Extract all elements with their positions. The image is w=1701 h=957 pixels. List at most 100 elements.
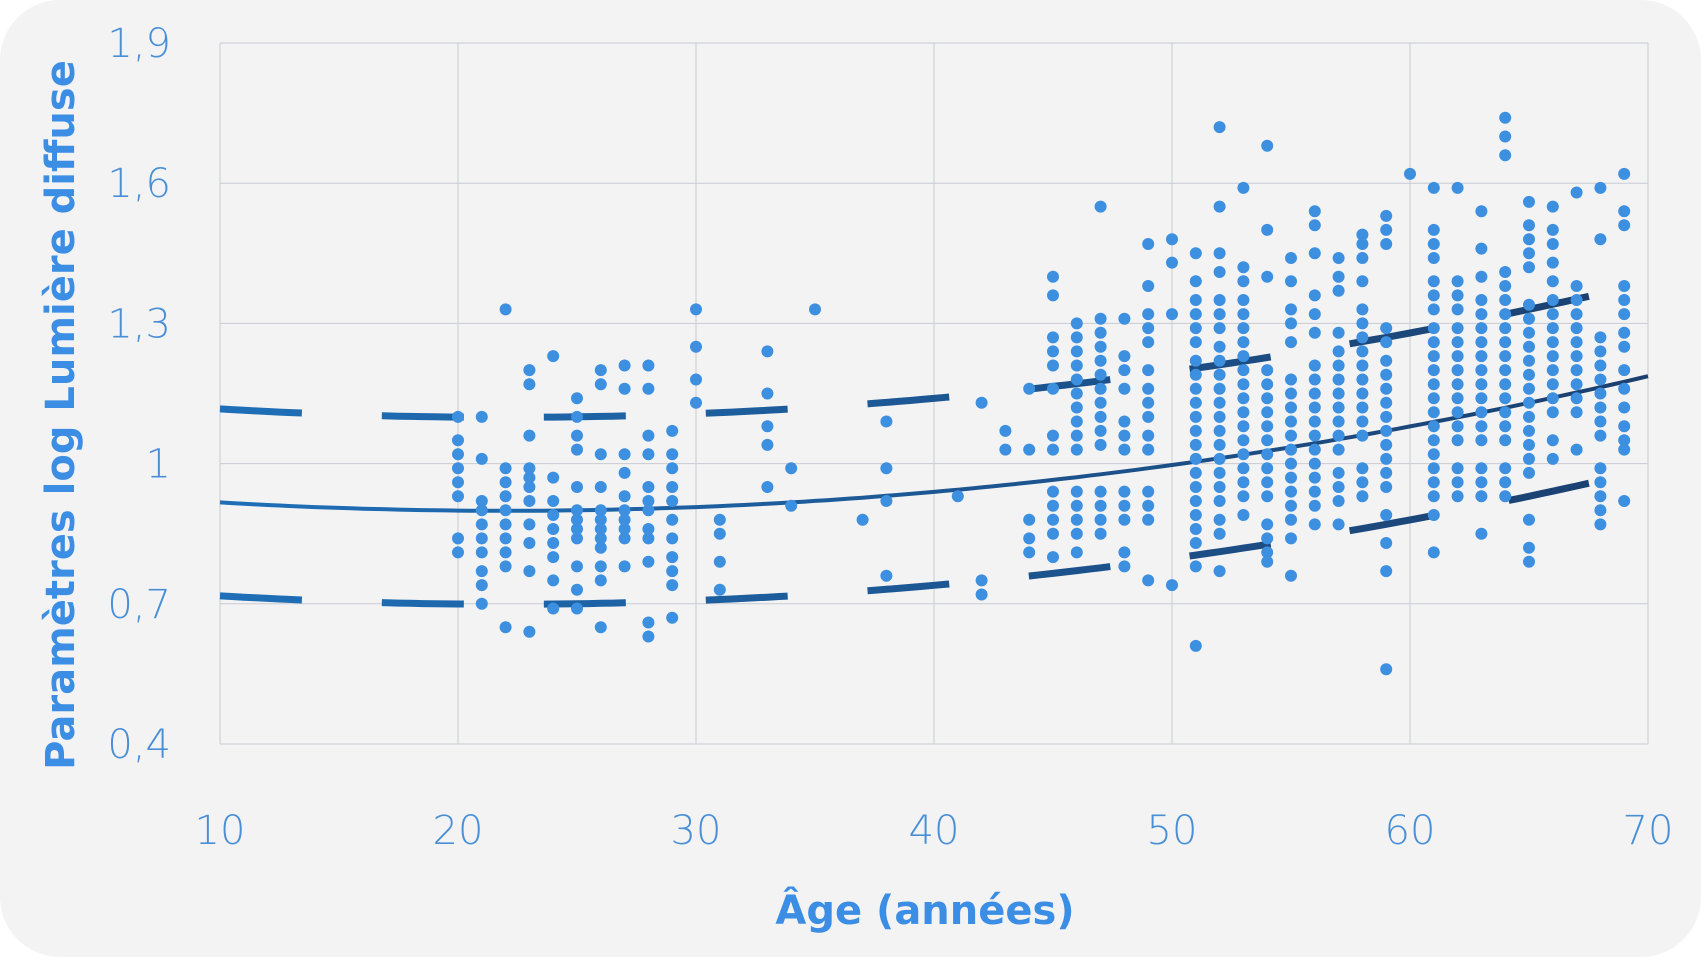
- data-point: [618, 448, 631, 461]
- data-point: [1142, 322, 1155, 335]
- data-point: [1380, 537, 1393, 549]
- data-point: [1213, 452, 1226, 465]
- data-point: [1546, 452, 1559, 465]
- data-point: [1356, 317, 1369, 330]
- data-point: [1285, 415, 1297, 428]
- data-point: [1380, 509, 1393, 521]
- data-point: [1570, 392, 1583, 405]
- data-point: [1142, 238, 1155, 250]
- data-point: [1213, 354, 1226, 367]
- data-point: [975, 574, 988, 587]
- data-point: [1404, 167, 1416, 180]
- data-point: [1261, 223, 1274, 236]
- data-point: [1118, 560, 1131, 573]
- data-point: [1189, 247, 1202, 260]
- data-point: [642, 429, 655, 442]
- data-point: [475, 518, 488, 531]
- data-point: [1213, 565, 1226, 578]
- data-point: [571, 504, 583, 517]
- data-point: [1451, 420, 1464, 433]
- data-point: [523, 378, 536, 391]
- data-point: [1546, 378, 1559, 391]
- data-point: [1332, 345, 1345, 358]
- data-point: [1047, 359, 1059, 372]
- data-point: [1475, 490, 1488, 503]
- data-point: [547, 350, 560, 363]
- data-point: [1356, 476, 1369, 489]
- data-point: [666, 513, 679, 526]
- data-point: [1427, 546, 1440, 559]
- data-point: [1142, 280, 1155, 292]
- mean-curve: [219, 374, 1649, 513]
- data-point: [1047, 429, 1059, 442]
- data-point: [1118, 415, 1131, 428]
- data-point: [1285, 275, 1297, 288]
- data-point: [571, 583, 583, 596]
- data-point: [666, 462, 679, 475]
- x-tick-label: 50: [1147, 808, 1198, 854]
- data-point: [1523, 340, 1535, 353]
- data-point: [1261, 378, 1274, 391]
- data-point: [809, 303, 821, 316]
- data-point: [999, 424, 1012, 437]
- data-point: [951, 490, 964, 503]
- data-point: [1166, 256, 1178, 269]
- data-point: [1427, 238, 1440, 250]
- data-point: [1523, 424, 1535, 437]
- data-point: [1356, 429, 1369, 442]
- data-point: [452, 462, 464, 475]
- data-point: [1570, 294, 1583, 306]
- data-point: [785, 462, 798, 475]
- data-point: [1475, 322, 1488, 335]
- data-point: [618, 466, 631, 479]
- data-point: [1594, 462, 1607, 475]
- data-point: [1618, 167, 1631, 180]
- data-point: [1308, 289, 1321, 302]
- data-point: [1332, 466, 1345, 479]
- data-point: [1332, 401, 1345, 414]
- data-point: [1451, 490, 1464, 503]
- data-point: [1285, 485, 1297, 498]
- data-point: [1618, 308, 1631, 321]
- data-point: [1237, 364, 1250, 377]
- data-point: [1047, 485, 1059, 498]
- data-point: [1261, 462, 1274, 475]
- data-point: [594, 481, 607, 493]
- data-point: [1451, 392, 1464, 405]
- data-point: [1356, 275, 1369, 288]
- data-point: [523, 518, 536, 531]
- data-point: [1308, 401, 1321, 414]
- data-point: [1308, 205, 1321, 218]
- data-point: [1594, 345, 1607, 358]
- data-point: [1475, 476, 1488, 489]
- data-point: [1261, 392, 1274, 405]
- data-point: [1380, 438, 1393, 451]
- data-point: [1213, 438, 1226, 451]
- data-point: [1261, 518, 1274, 531]
- data-point: [1546, 256, 1559, 269]
- data-point: [1380, 396, 1393, 409]
- data-point: [1427, 434, 1440, 447]
- data-point: [1285, 513, 1297, 526]
- data-point: [880, 415, 893, 428]
- data-point: [1237, 448, 1250, 461]
- data-point: [1499, 308, 1512, 321]
- data-point: [642, 481, 655, 493]
- data-point: [1356, 331, 1369, 344]
- data-point: [1189, 336, 1202, 349]
- data-point: [642, 448, 655, 461]
- data-point: [1285, 532, 1297, 545]
- data-point: [1261, 434, 1274, 447]
- data-point: [1475, 392, 1488, 405]
- x-tick-label: 60: [1385, 808, 1436, 854]
- data-point: [1213, 382, 1226, 395]
- data-point: [1546, 294, 1559, 306]
- data-point: [1523, 326, 1535, 339]
- data-point: [1237, 462, 1250, 475]
- data-point: [1499, 350, 1512, 363]
- data-point: [1451, 462, 1464, 475]
- data-point: [1094, 326, 1107, 339]
- data-point: [1070, 331, 1083, 344]
- data-point: [1499, 378, 1512, 391]
- data-point: [571, 392, 583, 405]
